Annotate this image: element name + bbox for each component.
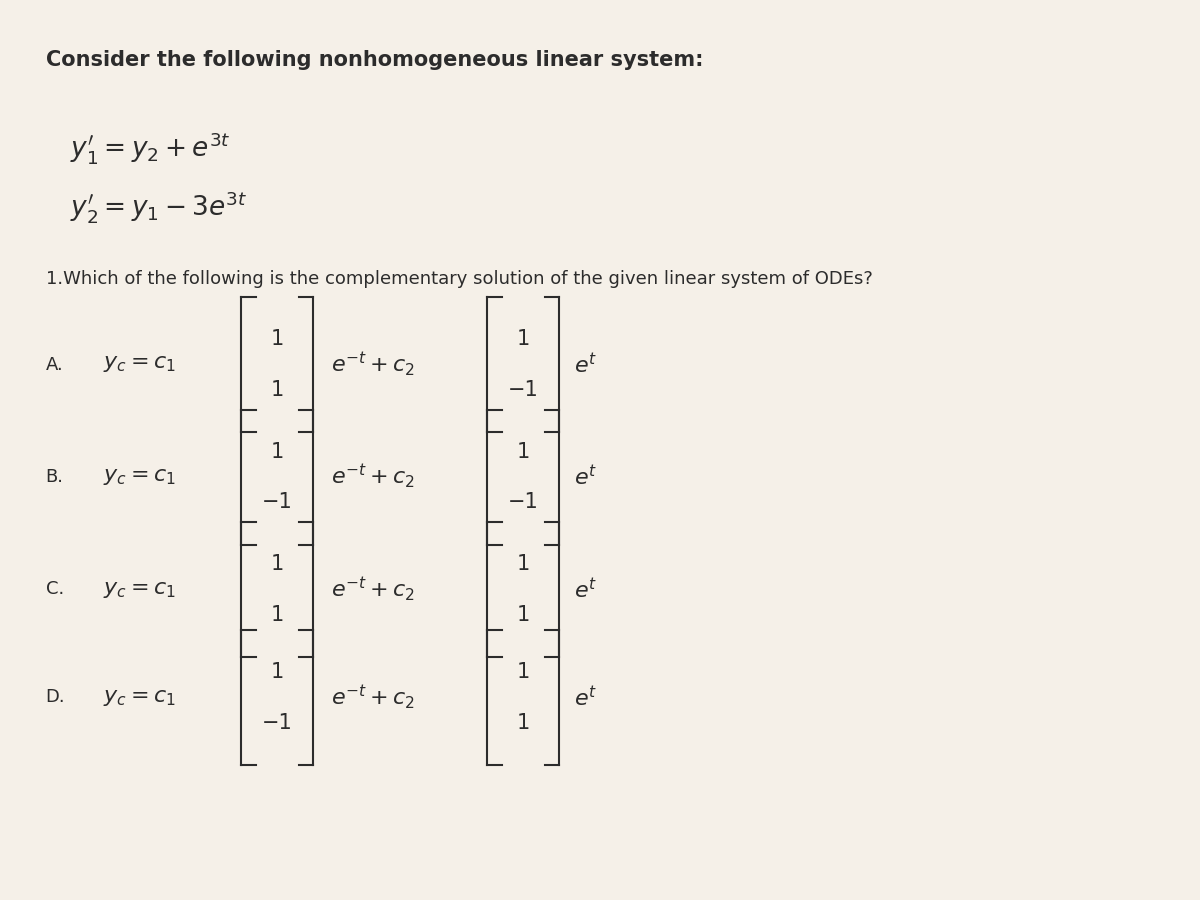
Text: −1: −1 — [508, 492, 539, 512]
Text: $e^{-t} + c_2$: $e^{-t} + c_2$ — [331, 683, 415, 712]
Text: B.: B. — [46, 468, 64, 486]
Text: $e^{-t} + c_2$: $e^{-t} + c_2$ — [331, 575, 415, 604]
Text: 1: 1 — [270, 442, 284, 462]
Text: 1: 1 — [516, 554, 530, 574]
Text: C.: C. — [46, 580, 64, 598]
Text: $e^{t}$: $e^{t}$ — [574, 352, 596, 377]
Text: Consider the following nonhomogeneous linear system:: Consider the following nonhomogeneous li… — [46, 50, 703, 69]
Text: $y_c = c_1$: $y_c = c_1$ — [103, 688, 176, 707]
Text: D.: D. — [46, 688, 65, 706]
Text: $y_c = c_1$: $y_c = c_1$ — [103, 467, 176, 487]
Text: 1: 1 — [270, 380, 284, 400]
Text: $y_c = c_1$: $y_c = c_1$ — [103, 355, 176, 374]
Text: $y_1^{\prime} = y_2 + e^{3t}$: $y_1^{\prime} = y_2 + e^{3t}$ — [70, 130, 230, 166]
Text: 1: 1 — [270, 554, 284, 574]
Text: 1: 1 — [270, 329, 284, 349]
Text: $y_c = c_1$: $y_c = c_1$ — [103, 580, 176, 599]
Text: 1: 1 — [516, 713, 530, 733]
Text: $e^{t}$: $e^{t}$ — [574, 577, 596, 602]
Text: 1: 1 — [516, 605, 530, 625]
Text: 1: 1 — [270, 605, 284, 625]
Text: $e^{-t} + c_2$: $e^{-t} + c_2$ — [331, 463, 415, 491]
Text: $y_2^{\prime} = y_1 - 3e^{3t}$: $y_2^{\prime} = y_1 - 3e^{3t}$ — [70, 189, 247, 225]
Text: A.: A. — [46, 356, 64, 373]
Text: 1: 1 — [516, 442, 530, 462]
Text: 1: 1 — [516, 329, 530, 349]
Text: 1: 1 — [516, 662, 530, 682]
Text: −1: −1 — [262, 713, 293, 733]
Text: −1: −1 — [508, 380, 539, 400]
Text: 1: 1 — [270, 662, 284, 682]
Text: 1.Which of the following is the complementary solution of the given linear syste: 1.Which of the following is the compleme… — [46, 270, 872, 288]
Text: $e^{t}$: $e^{t}$ — [574, 685, 596, 710]
Text: $e^{t}$: $e^{t}$ — [574, 464, 596, 490]
Text: $e^{-t} + c_2$: $e^{-t} + c_2$ — [331, 350, 415, 379]
Text: −1: −1 — [262, 492, 293, 512]
